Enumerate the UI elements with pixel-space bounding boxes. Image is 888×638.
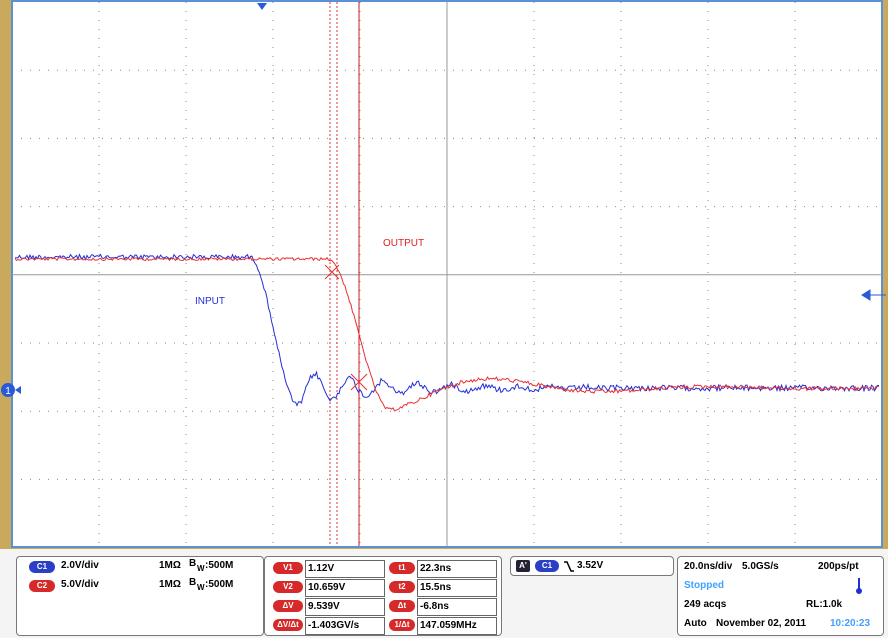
cursor-badge: t2 <box>389 581 415 593</box>
bw-b: B <box>189 558 197 569</box>
input-trace <box>14 253 880 407</box>
resolution: 200ps/pt <box>818 561 859 572</box>
cursor-badge: ΔV/Δt <box>273 619 303 631</box>
bw: :500M <box>205 579 234 590</box>
ch1-marker-label: 1 <box>5 386 11 397</box>
bw-b: B <box>189 577 197 588</box>
timebase-box: 20.0ns/div 5.0GS/s 200ps/pt Stopped 249 … <box>677 556 884 636</box>
cursor-cross <box>350 373 368 391</box>
trigger-mode: Auto <box>684 618 707 629</box>
time: 10:20:23 <box>830 618 871 629</box>
cursor-value: 147.059MHz <box>417 617 497 635</box>
trigger-source: C1 <box>535 560 559 572</box>
scale: 5.0V/div <box>61 579 99 590</box>
cursor-value: 10.659V <box>305 579 385 597</box>
ch1-marker <box>1 383 15 397</box>
channel-box: C1 2.0V/div 1MΩ B W :500M C2 5.0V/div 1M… <box>16 556 264 636</box>
trigger-box: A' C1 3.52V <box>510 556 674 576</box>
thermo-icon <box>856 578 862 594</box>
cursor-value: 9.539V <box>305 598 385 616</box>
trigger-level <box>861 289 886 301</box>
cursor-badge: V1 <box>273 562 303 574</box>
cursor-value: 1.12V <box>305 560 385 578</box>
trigger-position <box>257 3 267 10</box>
status-panel: C1 2.0V/div 1MΩ B W :500M C2 5.0V/div 1M… <box>0 549 888 638</box>
badge: C1 <box>29 561 55 573</box>
cursor-badge: V2 <box>273 581 303 593</box>
cursor-value: -1.403GV/s <box>305 617 385 635</box>
bw-w: W <box>197 583 205 592</box>
cursor-box: V1 1.12V t1 22.3ns V2 10.659V t2 15.5ns ΔV 9.539V… <box>264 556 502 636</box>
badge: C2 <box>29 580 55 592</box>
input-label: INPUT <box>195 296 225 307</box>
waveform-display: OUTPUT INPUT 1 <box>1 0 886 548</box>
cursor-cross <box>324 264 340 280</box>
graticule <box>12 2 882 546</box>
cursor-value: 22.3ns <box>417 560 497 578</box>
cursor-badge: 1/Δt <box>389 619 415 631</box>
trigger-level: 3.52V <box>577 560 604 571</box>
date: November 02, 2011 <box>716 618 807 629</box>
output-trace <box>14 256 880 412</box>
output-label: OUTPUT <box>383 238 424 249</box>
cursor-value: -6.8ns <box>417 598 497 616</box>
sample-rate: 5.0GS/s <box>742 561 779 572</box>
cursor-badge: Δt <box>389 600 415 612</box>
scale: 2.0V/div <box>61 560 99 571</box>
ch1-arrow <box>15 386 21 394</box>
record-length: RL:1.0k <box>806 599 843 610</box>
acq-count: 249 acqs <box>684 599 727 610</box>
impedance: 1MΩ <box>159 560 181 571</box>
bw: :500M <box>205 560 234 571</box>
impedance: 1MΩ <box>159 579 181 590</box>
trigger-mode: A' <box>516 560 530 572</box>
cursor-badge: t1 <box>389 562 415 574</box>
cursor-value: 15.5ns <box>417 579 497 597</box>
cursor-badge: ΔV <box>273 600 303 612</box>
timebase-scale: 20.0ns/div <box>684 561 733 572</box>
slope-icon <box>564 561 574 572</box>
bw-w: W <box>197 564 205 573</box>
acq-state: Stopped <box>684 580 724 591</box>
